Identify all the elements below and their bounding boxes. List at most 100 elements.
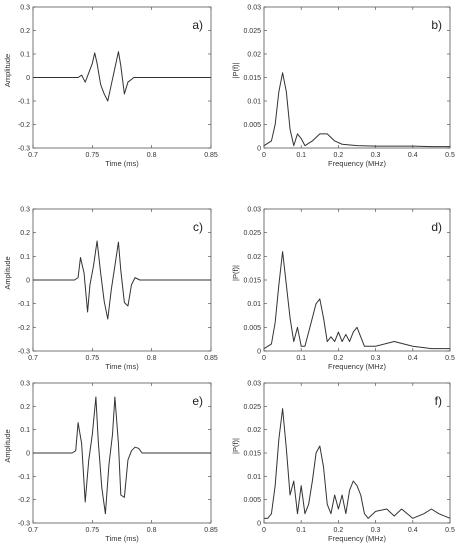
x-tick-label: 0.5 [445, 152, 455, 159]
x-tick-label: 0.2 [334, 527, 344, 534]
x-axis-label: Time (ms) [105, 362, 139, 371]
chart-panel-3: 0.7 0.75 0.8 0.85 -0.3 -0.2 -0.1 0 0.1 0.2 0.3 Time… [3, 207, 218, 372]
y-tick-label: -0.2 [18, 122, 30, 129]
x-tick-label: 0.7 [28, 152, 38, 159]
chart-panel-6: 0 0.1 0.2 0.3 0.4 0.5 0 0.005 0.01 0.015 0.02 0.025… [231, 381, 455, 544]
y-tick-label: 0 [26, 278, 30, 285]
y-tick-label: 0.025 [243, 28, 261, 35]
series-line [33, 51, 211, 102]
x-tick-label: 0.85 [204, 355, 218, 362]
y-tick-label: 0 [257, 521, 261, 528]
x-tick-label: 0.85 [204, 152, 218, 159]
x-tick-label: 0.75 [86, 152, 100, 159]
x-tick-label: 0.75 [86, 527, 100, 534]
y-tick-label: 0.025 [243, 230, 261, 237]
y-tick-label: 0.005 [243, 325, 261, 332]
y-tick-label: 0.015 [243, 278, 261, 285]
plot-frame [263, 382, 451, 524]
x-tick-label: 0.8 [147, 527, 157, 534]
x-axis-label: Frequency (MHz) [328, 362, 386, 371]
x-tick-label: 0 [262, 527, 266, 534]
x-axis-label: Frequency (MHz) [328, 534, 386, 543]
y-axis-label: Amplitude [3, 54, 12, 87]
x-tick-label: 0.2 [334, 152, 344, 159]
y-tick-label: 0.3 [20, 5, 30, 12]
y-tick-label: 0.2 [20, 230, 30, 237]
x-tick-label: 0.1 [296, 527, 306, 534]
y-tick-label: -0.1 [18, 99, 30, 106]
y-tick-label: 0.02 [247, 254, 261, 261]
panel-label: d) [431, 220, 442, 234]
y-axis-label: Amplitude [3, 256, 12, 289]
plot-frame [263, 6, 451, 149]
y-tick-label: 0.02 [247, 427, 261, 434]
x-tick-label: 0.85 [204, 527, 218, 534]
x-tick-label: 0.2 [334, 355, 344, 362]
x-axis-label: Time (ms) [105, 534, 139, 543]
y-tick-label: -0.3 [18, 146, 30, 153]
x-tick-label: 0 [262, 152, 266, 159]
y-tick-label: 0.01 [247, 474, 261, 481]
y-tick-label: 0.03 [247, 381, 261, 388]
y-tick-label: 0.3 [20, 381, 30, 388]
series-line [33, 396, 211, 515]
y-axis-label: |P(f)| [231, 62, 240, 78]
x-tick-label: 0.75 [86, 355, 100, 362]
y-tick-label: 0.005 [243, 497, 261, 504]
panel-label: f) [435, 394, 442, 408]
x-tick-label: 0.1 [296, 355, 306, 362]
y-tick-label: 0.1 [20, 52, 30, 59]
x-tick-label: 0.4 [408, 355, 418, 362]
x-tick-label: 0.3 [371, 152, 381, 159]
series-line [264, 408, 451, 519]
y-tick-label: 0.005 [243, 122, 261, 129]
y-tick-label: 0.1 [20, 427, 30, 434]
y-tick-label: 0.02 [247, 52, 261, 59]
y-tick-label: 0.01 [247, 301, 261, 308]
y-tick-label: 0.2 [20, 28, 30, 35]
chart-panel-5: 0.7 0.75 0.8 0.85 -0.3 -0.2 -0.1 0 0.1 0.2 0.3 Time… [3, 381, 218, 544]
y-tick-label: -0.2 [18, 325, 30, 332]
panel-label: b) [431, 18, 442, 32]
chart-panel-2: 0 0.1 0.2 0.3 0.4 0.5 0 0.005 0.01 0.015 0.02 0.025… [231, 5, 455, 169]
x-tick-label: 0.3 [371, 355, 381, 362]
x-tick-label: 0.5 [445, 355, 455, 362]
series-line [263, 72, 450, 148]
y-tick-label: 0 [26, 75, 30, 82]
x-tick-label: 0.8 [147, 355, 157, 362]
panel-label: e) [192, 394, 203, 408]
x-tick-label: 0.4 [408, 527, 418, 534]
panel-label: c) [193, 220, 203, 234]
y-tick-label: 0.015 [243, 75, 261, 82]
y-tick-label: 0.01 [247, 99, 261, 106]
y-axis-label: Amplitude [3, 429, 12, 462]
chart-panel-4: 0 0.1 0.2 0.3 0.4 0.5 0 0.005 0.01 0.015 0.02 0.025… [231, 207, 455, 372]
y-tick-label: 0.3 [20, 207, 30, 214]
y-tick-label: 0.025 [243, 404, 261, 411]
x-axis-label: Time (ms) [105, 159, 139, 168]
x-tick-label: 0.8 [147, 152, 157, 159]
y-tick-label: -0.3 [18, 521, 30, 528]
x-tick-label: 0.5 [445, 527, 455, 534]
series-line [33, 240, 211, 320]
y-tick-label: -0.1 [18, 301, 30, 308]
panel-label: a) [192, 18, 203, 32]
x-tick-label: 0.3 [371, 527, 381, 534]
y-tick-label: 0.03 [247, 207, 261, 214]
y-tick-label: 0 [257, 146, 261, 153]
y-tick-label: -0.1 [18, 474, 30, 481]
y-tick-label: 0.015 [243, 451, 261, 458]
y-tick-label: 0.03 [247, 5, 261, 12]
y-axis-label: |P(f)| [231, 438, 240, 454]
x-tick-label: 0.4 [408, 152, 418, 159]
y-tick-label: -0.3 [18, 349, 30, 356]
x-axis-label: Frequency (MHz) [328, 159, 386, 168]
x-tick-label: 0.7 [28, 527, 38, 534]
y-tick-label: 0 [26, 451, 30, 458]
x-tick-label: 0 [262, 355, 266, 362]
y-tick-label: 0.2 [20, 404, 30, 411]
series-line [263, 251, 450, 350]
y-axis-label: |P(f)| [231, 265, 240, 281]
x-tick-label: 0.1 [296, 152, 306, 159]
